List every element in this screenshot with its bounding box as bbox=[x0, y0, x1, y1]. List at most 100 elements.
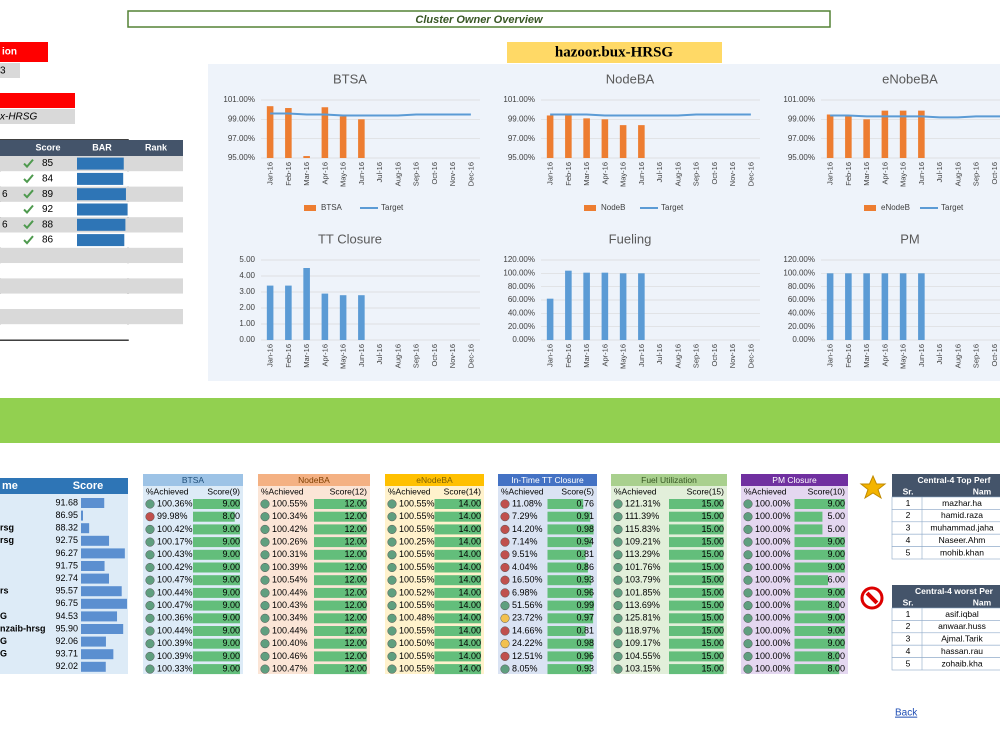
score: 92.74 bbox=[55, 573, 78, 583]
status-dot bbox=[613, 626, 623, 636]
bar bbox=[601, 119, 609, 158]
score-bar bbox=[193, 549, 240, 560]
score: 5.00 bbox=[827, 511, 845, 521]
kpi-header bbox=[741, 474, 848, 486]
score: 14.00 bbox=[458, 651, 481, 661]
status-dot bbox=[613, 613, 623, 623]
status-dot bbox=[387, 601, 397, 611]
achieved: 100.36% bbox=[157, 613, 193, 623]
x-tick-label: Mar-16 bbox=[862, 344, 871, 368]
status-dot bbox=[500, 575, 510, 585]
perf-title: Central-4 worst Per bbox=[915, 586, 994, 596]
score: 12.00 bbox=[344, 587, 367, 597]
score-bar bbox=[547, 626, 586, 636]
score-bar bbox=[193, 575, 240, 586]
x-tick-label: Apr-16 bbox=[320, 344, 329, 367]
y-tick-label: 120.00% bbox=[783, 255, 815, 264]
score: 9.00 bbox=[222, 625, 240, 635]
score-bar bbox=[193, 562, 240, 573]
achieved: 111.39% bbox=[625, 511, 659, 521]
score-bar bbox=[193, 537, 240, 548]
x-tick-label: Jan-16 bbox=[546, 344, 555, 367]
legend-swatch bbox=[304, 205, 316, 211]
bar bbox=[918, 110, 925, 158]
x-tick-label: Jan-16 bbox=[266, 344, 275, 367]
score-bar bbox=[193, 613, 240, 624]
achieved: 100.43% bbox=[157, 549, 193, 559]
achieved: 100.00% bbox=[755, 625, 791, 635]
kpi-title: Fuel Utilization bbox=[641, 475, 697, 485]
score: 0.94 bbox=[576, 536, 594, 546]
achieved: 100.47% bbox=[157, 600, 193, 610]
chart-title: eNobeBA bbox=[882, 71, 938, 86]
score-bar bbox=[794, 600, 840, 611]
status-dot bbox=[260, 512, 270, 522]
score: 12.00 bbox=[344, 511, 367, 521]
score: 12.00 bbox=[344, 600, 367, 610]
score: 9.00 bbox=[222, 562, 240, 572]
score-bar bbox=[314, 575, 367, 586]
check-icon bbox=[23, 158, 34, 169]
score: 84 bbox=[42, 174, 54, 185]
achieved: 100.00% bbox=[755, 575, 791, 585]
status-dot bbox=[743, 651, 753, 661]
score: 15.00 bbox=[701, 536, 724, 546]
x-tick-label: Oct-16 bbox=[710, 162, 719, 185]
score-bar bbox=[547, 524, 594, 535]
achieved: 100.55% bbox=[399, 511, 435, 521]
score: 14.00 bbox=[458, 511, 481, 521]
achieved: 109.21% bbox=[625, 536, 661, 546]
score: 12.00 bbox=[344, 625, 367, 635]
back-link[interactable]: Back bbox=[895, 708, 918, 719]
status-dot bbox=[260, 562, 270, 573]
bar bbox=[583, 118, 590, 158]
score: 14.00 bbox=[458, 613, 481, 623]
achieved: 6.98% bbox=[512, 587, 538, 597]
achieved: 121.31% bbox=[625, 498, 661, 508]
score: 14.00 bbox=[458, 549, 481, 559]
score-bar bbox=[434, 499, 482, 509]
score-bar bbox=[547, 499, 584, 509]
y-tick-label: 101.00% bbox=[223, 95, 255, 104]
achieved: 100.00% bbox=[755, 536, 791, 546]
row-id: 6 bbox=[2, 219, 8, 230]
kpi-header bbox=[385, 474, 484, 486]
target-line bbox=[550, 113, 751, 117]
score: 9.00 bbox=[222, 651, 240, 661]
status-dot bbox=[387, 575, 397, 585]
check-icon bbox=[23, 174, 34, 184]
x-tick-label: Nov-16 bbox=[728, 344, 737, 368]
score-bar bbox=[314, 613, 367, 624]
achieved: 14.20% bbox=[512, 524, 543, 534]
score: 86 bbox=[42, 235, 54, 246]
score: 9.00 bbox=[222, 600, 240, 610]
score: 14.00 bbox=[458, 600, 481, 610]
status-dot bbox=[500, 499, 510, 509]
achieved: 100.00% bbox=[755, 638, 791, 648]
x-tick-label: Jan-16 bbox=[826, 344, 835, 367]
bar bbox=[358, 295, 365, 340]
achieved: 100.44% bbox=[272, 587, 308, 597]
kpi-col-header: Score(12) bbox=[330, 486, 367, 496]
legend-label: Target bbox=[381, 203, 404, 212]
status-dot bbox=[260, 550, 270, 560]
perf-name: muhammad.jaha bbox=[930, 523, 994, 533]
x-tick-label: Jun-16 bbox=[637, 162, 646, 185]
score: 0.96 bbox=[576, 587, 594, 597]
score-bar bbox=[314, 587, 367, 598]
score-bar bbox=[81, 561, 105, 571]
score: 96.75 bbox=[55, 598, 78, 608]
perf-header bbox=[892, 585, 1000, 597]
y-tick-label: 1.00 bbox=[239, 319, 255, 328]
x-tick-label: Jun-16 bbox=[357, 162, 366, 185]
score: 15.00 bbox=[701, 562, 724, 572]
y-tick-label: 95.00% bbox=[508, 153, 535, 162]
status-dot bbox=[500, 651, 510, 661]
status-dot bbox=[743, 626, 753, 636]
perf-name: zohaib.kha bbox=[941, 658, 982, 668]
status-dot bbox=[145, 512, 155, 522]
score-bar bbox=[314, 499, 367, 509]
score: 9.00 bbox=[222, 663, 240, 673]
score-bar bbox=[77, 218, 126, 231]
owner-box bbox=[507, 42, 722, 63]
